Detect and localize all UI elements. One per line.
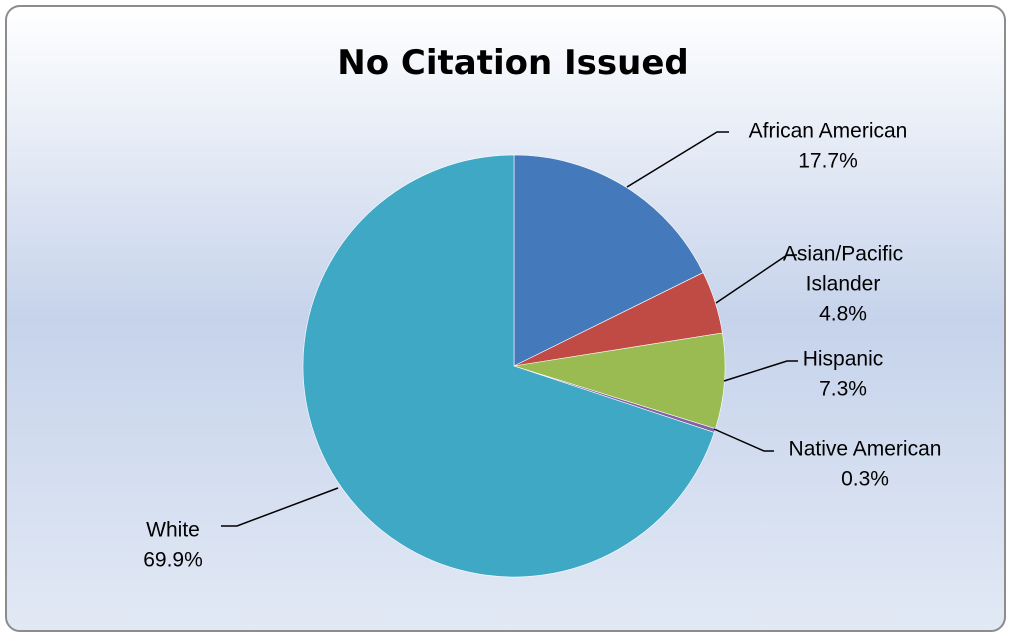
leader-line xyxy=(723,360,798,382)
data-label-value: 0.3% xyxy=(841,468,889,491)
data-label-name: Islander xyxy=(806,273,881,296)
pie xyxy=(302,154,726,578)
leader-line xyxy=(715,254,797,304)
pie-slice-african-american xyxy=(513,154,704,367)
data-label-name: White xyxy=(146,519,200,542)
data-label-name: Hispanic xyxy=(803,348,884,371)
data-label-value: 4.8% xyxy=(819,303,867,326)
chart-title: No Citation Issued xyxy=(337,43,689,83)
data-label-value: 17.7% xyxy=(798,150,858,173)
chart-area: No Citation Issued African American 17.7%… xyxy=(5,5,1006,632)
data-label-name: Asian/Pacific xyxy=(783,243,903,266)
data-label-name: African American xyxy=(749,120,908,143)
data-label-value: 69.9% xyxy=(143,549,203,572)
data-label-name: Native American xyxy=(789,438,942,461)
leader-line xyxy=(713,428,774,452)
pie-slice-white xyxy=(302,154,715,578)
leader-line xyxy=(626,131,729,188)
pie-labels: African American 17.7% Asian/Pacific Island… xyxy=(143,120,941,572)
data-label-value: 7.3% xyxy=(819,378,867,401)
leader-line xyxy=(221,487,339,527)
